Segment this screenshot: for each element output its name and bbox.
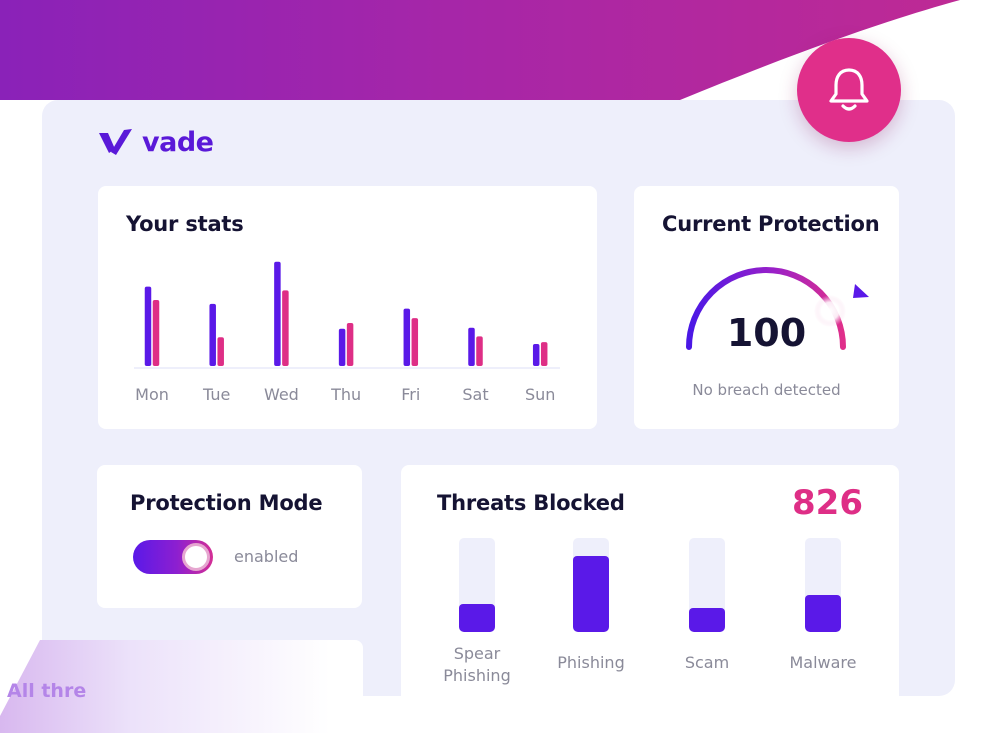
footer-snippet: All thre <box>7 680 87 702</box>
stats-bar-wed-series-1 <box>274 261 281 366</box>
stats-bar-wed-series-2 <box>282 290 289 366</box>
protection-gauge <box>686 267 869 350</box>
threat-bar-fill <box>805 595 841 632</box>
stats-bar-thu-series-2 <box>346 322 354 366</box>
threat-label: Phishing <box>557 653 625 672</box>
protection-mode-title: Protection Mode <box>130 491 323 515</box>
stats-bar-sat-series-1 <box>468 327 475 366</box>
gauge-pointer-icon <box>853 284 869 298</box>
stats-day-label-sat: Sat <box>462 385 489 404</box>
threat-bar-track-3 <box>805 538 841 632</box>
stats-bar-mon-series-1 <box>144 286 152 366</box>
stats-day-label-thu: Thu <box>331 385 362 404</box>
stats-bar-sat-series-2 <box>476 336 483 366</box>
toggle-knob <box>182 543 210 571</box>
protection-mode-toggle[interactable] <box>133 540 213 574</box>
threat-label: Spear Phishing <box>443 644 511 685</box>
stats-bar-sun-series-1 <box>532 344 540 366</box>
stats-bar-tue-series-2 <box>217 337 224 366</box>
stats-day-label-sun: Sun <box>524 385 556 404</box>
protection-title: Current Protection <box>662 212 880 236</box>
threats-title: Threats Blocked <box>437 491 625 515</box>
protection-score: 100 <box>726 311 807 355</box>
bell-icon <box>829 68 869 111</box>
stats-bar-fri-series-1 <box>403 308 411 366</box>
notification-button[interactable] <box>797 38 901 142</box>
threat-bar-fill <box>459 603 495 632</box>
stats-bar-fri-series-2 <box>411 318 419 366</box>
threat-bar-track-0 <box>459 538 495 632</box>
stats-day-label-fri: Fri <box>401 385 421 404</box>
threat-bar-track-1 <box>573 538 609 632</box>
stats-title: Your stats <box>126 212 244 236</box>
brand-logo[interactable]: vade <box>98 124 214 160</box>
threat-label: Malware <box>789 653 857 672</box>
stats-chart <box>134 261 560 369</box>
protection-mode-card: Protection Mode enabled <box>97 465 362 608</box>
protection-card: Current Protection 100 No breach detecte… <box>634 186 899 429</box>
gauge-knob <box>814 295 846 327</box>
protection-mode-state: enabled <box>234 547 299 566</box>
stats-bar-sun-series-2 <box>540 342 548 366</box>
threats-total: 826 <box>792 483 863 523</box>
footer-overlay <box>0 640 330 733</box>
stats-day-label-wed: Wed <box>263 385 299 404</box>
threat-bar-fill <box>573 555 609 632</box>
stats-day-label-tue: Tue <box>203 385 231 404</box>
threat-label: Scam <box>684 653 730 672</box>
protection-status: No breach detected <box>692 381 841 399</box>
threats-card: Threats Blocked 826 Spear Phishing Phishi… <box>401 465 899 705</box>
stats-day-label-mon: Mon <box>135 385 169 404</box>
stats-card: Your stats Mon Tue Wed Thu Fri Sat Sun <box>98 186 597 429</box>
brand-name: vade <box>142 126 214 158</box>
stats-bar-mon-series-2 <box>152 300 160 366</box>
vade-logo-icon <box>99 129 132 155</box>
threat-bar-track-2 <box>689 538 725 632</box>
stats-bar-thu-series-1 <box>338 328 346 366</box>
stats-bar-tue-series-1 <box>209 303 216 366</box>
threat-bar-fill <box>689 607 725 632</box>
